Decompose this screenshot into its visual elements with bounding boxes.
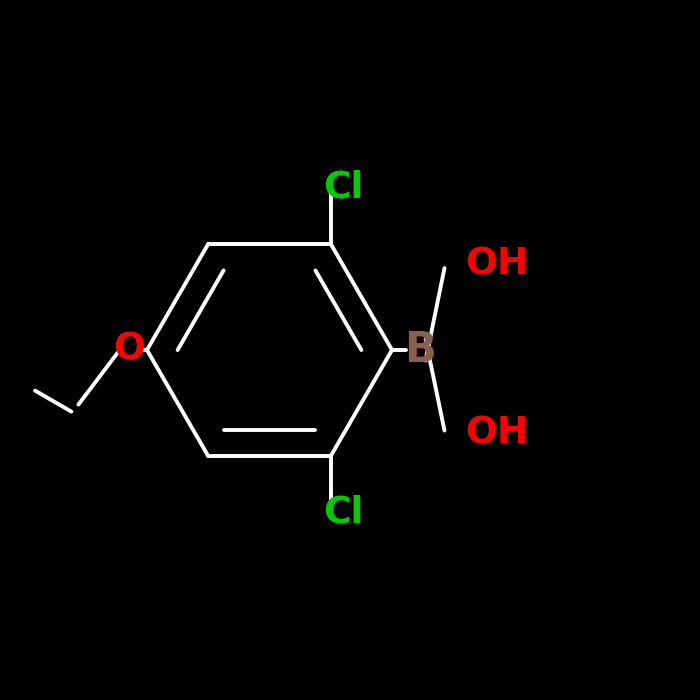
Text: OH: OH bbox=[466, 416, 529, 452]
Text: B: B bbox=[404, 329, 436, 371]
Text: Cl: Cl bbox=[323, 494, 363, 531]
Text: O: O bbox=[113, 332, 146, 368]
Text: OH: OH bbox=[466, 246, 529, 283]
Text: Cl: Cl bbox=[323, 169, 363, 206]
